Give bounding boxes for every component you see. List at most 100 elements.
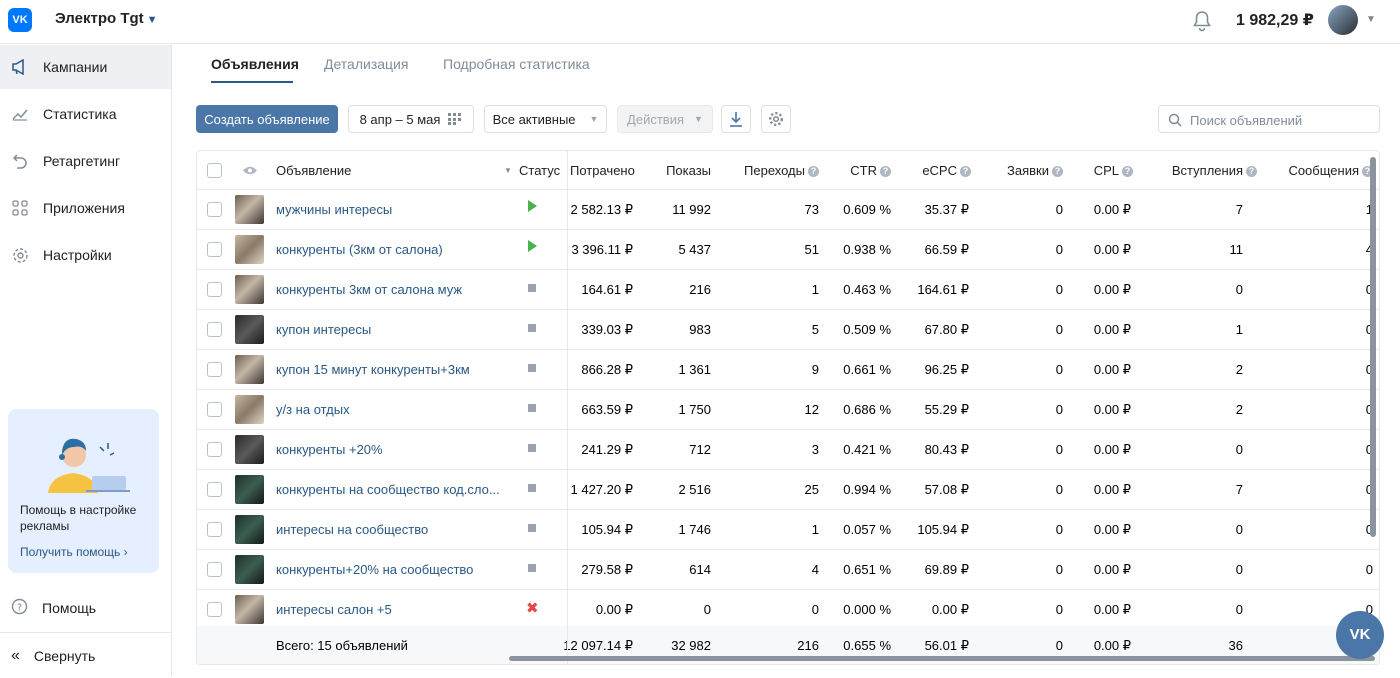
ad-thumbnail[interactable] — [235, 275, 264, 304]
ad-thumbnail[interactable] — [235, 315, 264, 344]
ad-thumbnail[interactable] — [235, 595, 264, 624]
status-rejected-icon[interactable]: ✖ — [526, 600, 539, 617]
col-shows[interactable]: Показы — [666, 163, 711, 178]
help-icon[interactable]: ? — [880, 166, 891, 177]
ad-name-link[interactable]: у/з на отдых — [276, 402, 350, 417]
megaphone-icon — [11, 58, 29, 76]
row-checkbox[interactable] — [207, 322, 222, 337]
row-checkbox[interactable] — [207, 482, 222, 497]
help-icon[interactable]: ? — [808, 166, 819, 177]
row-checkbox[interactable] — [207, 562, 222, 577]
ad-thumbnail[interactable] — [235, 475, 264, 504]
actions-label: Действия — [627, 111, 685, 127]
table-settings-button[interactable] — [761, 105, 791, 133]
status-stopped-icon[interactable] — [528, 404, 536, 412]
status-stopped-icon[interactable] — [528, 324, 536, 332]
sidebar-item-help[interactable]: ? Помощь — [0, 586, 171, 630]
sidebar-collapse-button[interactable]: « Свернуть — [0, 634, 171, 678]
download-button[interactable] — [721, 105, 751, 133]
tab-details[interactable]: Детализация — [324, 56, 409, 72]
status-stopped-icon[interactable] — [528, 444, 536, 452]
sidebar-item-apps[interactable]: Приложения — [0, 186, 171, 230]
sidebar-item-settings[interactable]: Настройки — [0, 233, 171, 277]
help-icon[interactable]: ? — [1052, 166, 1063, 177]
get-help-link[interactable]: Получить помощь › — [20, 545, 128, 559]
ad-name-link[interactable]: купон 15 минут конкуренты+3км — [276, 362, 470, 377]
row-checkbox[interactable] — [207, 202, 222, 217]
row-checkbox[interactable] — [207, 402, 222, 417]
col-cpl[interactable]: CPL? — [1063, 163, 1133, 178]
select-all-checkbox[interactable] — [207, 163, 222, 178]
ad-name-link[interactable]: конкуренты на сообщество код.сло... — [276, 482, 500, 497]
ad-name-link[interactable]: интересы салон +5 — [276, 602, 392, 617]
row-checkbox[interactable] — [207, 442, 222, 457]
ad-name-link[interactable]: конкуренты 3км от салона муж — [276, 282, 463, 297]
actions-select[interactable]: Действия ▼ — [617, 105, 713, 133]
ad-name-link[interactable]: интересы на сообщество — [276, 522, 429, 537]
ad-name-link[interactable]: купон интересы — [276, 322, 372, 337]
horizontal-scrollbar[interactable] — [509, 656, 1375, 661]
cell-leads: 0 — [1055, 402, 1063, 417]
tab-ads[interactable]: Объявления — [211, 56, 299, 72]
col-leads[interactable]: Заявки? — [971, 163, 1063, 178]
row-checkbox[interactable] — [207, 242, 222, 257]
col-joins[interactable]: Вступления? — [1133, 163, 1257, 178]
create-ad-button[interactable]: Создать объявление — [196, 105, 338, 133]
ad-thumbnail[interactable] — [235, 355, 264, 384]
help-icon[interactable]: ? — [1246, 166, 1257, 177]
col-cpl-label: CPL — [1093, 163, 1119, 178]
tab-detailed-stats[interactable]: Подробная статистика — [443, 56, 590, 72]
cell-spent: 339.03 ₽ — [581, 322, 633, 337]
help-icon[interactable]: ? — [1362, 166, 1373, 177]
ad-thumbnail[interactable] — [235, 395, 264, 424]
status-active-icon[interactable] — [528, 240, 537, 252]
col-clicks[interactable]: Переходы? — [721, 163, 819, 178]
row-checkbox[interactable] — [207, 362, 222, 377]
ad-thumbnail[interactable] — [235, 235, 264, 264]
avatar[interactable] — [1328, 5, 1358, 35]
status-stopped-icon[interactable] — [528, 284, 536, 292]
balance[interactable]: 1 982,29 ₽ — [1236, 12, 1314, 29]
ad-thumbnail[interactable] — [235, 555, 264, 584]
chevron-down-icon[interactable]: ▼ — [1366, 14, 1376, 25]
status-stopped-icon[interactable] — [528, 524, 536, 532]
row-checkbox[interactable] — [207, 522, 222, 537]
status-stopped-icon[interactable] — [528, 564, 536, 572]
eye-icon[interactable] — [242, 165, 258, 176]
support-illustration-icon — [48, 438, 130, 493]
ad-name-link[interactable]: конкуренты +20% — [276, 442, 383, 457]
help-icon[interactable]: ? — [960, 166, 971, 177]
col-ecpc[interactable]: eCPC? — [891, 163, 971, 178]
col-status[interactable]: Статус — [519, 163, 561, 178]
ad-thumbnail[interactable] — [235, 195, 264, 224]
vk-logo-icon[interactable]: VK — [8, 8, 32, 32]
status-stopped-icon[interactable] — [528, 364, 536, 372]
account-switcher[interactable]: Электро Tgt ▼ — [55, 10, 158, 27]
total-ecpc: 56.01 ₽ — [924, 638, 969, 653]
row-checkbox[interactable] — [207, 282, 222, 297]
vk-chat-button[interactable]: VK — [1336, 611, 1384, 659]
sort-desc-icon[interactable]: ▼ — [504, 166, 512, 175]
help-icon[interactable]: ? — [1122, 166, 1133, 177]
ad-thumbnail[interactable] — [235, 435, 264, 464]
col-messages[interactable]: Сообщения? — [1257, 163, 1373, 178]
status-stopped-icon[interactable] — [528, 484, 536, 492]
col-ad[interactable]: Объявление — [276, 163, 352, 178]
sidebar-item-campaigns[interactable]: Кампании — [0, 45, 171, 89]
status-active-icon[interactable] — [528, 200, 537, 212]
ad-name-link[interactable]: мужчины интересы — [276, 202, 393, 217]
search-input[interactable]: Поиск объявлений — [1158, 105, 1380, 133]
cell-leads: 0 — [1055, 522, 1063, 537]
bell-icon[interactable] — [1192, 10, 1212, 32]
sidebar-item-statistics[interactable]: Статистика — [0, 92, 171, 136]
ad-name-link[interactable]: конкуренты (3км от салона) — [276, 242, 443, 257]
row-checkbox[interactable] — [207, 602, 222, 617]
col-ctr[interactable]: CTR? — [819, 163, 891, 178]
vertical-scrollbar[interactable] — [1370, 157, 1376, 537]
sidebar-item-retargeting[interactable]: Ретаргетинг — [0, 139, 171, 183]
ad-thumbnail[interactable] — [235, 515, 264, 544]
date-range-picker[interactable]: 8 апр – 5 мая — [348, 105, 474, 133]
col-spent[interactable]: Потрачено — [570, 163, 635, 178]
ad-name-link[interactable]: конкуренты+20% на сообщество — [276, 562, 474, 577]
status-filter-select[interactable]: Все активные ▼ — [484, 105, 607, 133]
